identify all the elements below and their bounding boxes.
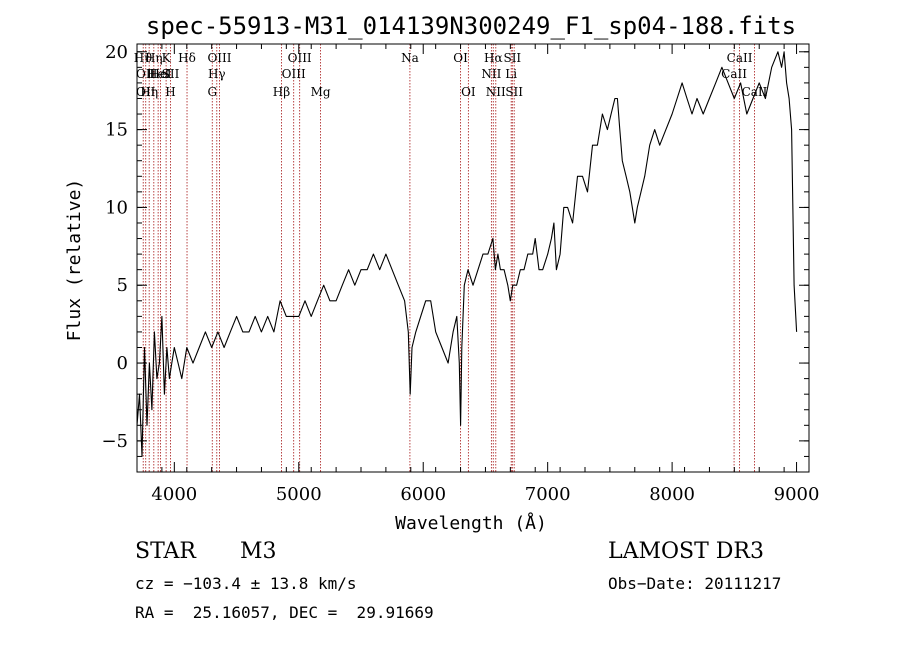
line-label: G	[207, 85, 217, 99]
line-label: OII	[136, 85, 156, 99]
line-label: Hγ	[208, 67, 226, 81]
axis-ticks: 4000 5000 6000 7000 8000 9000 −5 0 5 10 15 20	[101, 42, 819, 505]
line-label: NII	[486, 85, 506, 99]
y-tick-label: 15	[105, 120, 128, 141]
y-tick-label: 0	[117, 353, 128, 374]
x-axis-label: Wavelength (Å)	[395, 512, 547, 534]
emission-line-markers	[142, 44, 755, 472]
object-class: STAR	[135, 539, 196, 564]
line-label: OII	[136, 67, 156, 81]
line-label: HeI	[149, 67, 172, 81]
survey-label: LAMOST DR3	[608, 539, 764, 564]
line-label: OIII	[288, 51, 312, 65]
line-label: HeI	[147, 67, 170, 81]
line-label: SII	[162, 67, 180, 81]
line-label: K	[162, 51, 172, 65]
line-label: SII	[505, 85, 523, 99]
x-tick-label: 4000	[151, 484, 197, 505]
y-tick-label: 20	[105, 42, 128, 63]
spectrum-chart: spec-55913-M31_014139N300249_F1_sp04-188…	[64, 12, 819, 534]
line-label: SII	[503, 51, 521, 65]
x-tick-label: 7000	[525, 484, 571, 505]
line-label: Na	[401, 51, 419, 65]
line-label: Hβ	[273, 85, 290, 99]
line-label: Hη	[140, 85, 158, 99]
coordinates: RA = 25.16057, DEC = 29.91669	[135, 603, 434, 622]
y-axis-label: Flux (relative)	[64, 179, 85, 342]
observation-date: Obs−Date: 20111217	[608, 574, 782, 593]
x-tick-label: 9000	[774, 484, 820, 505]
spectrum-series	[136, 51, 798, 457]
spectrum-line	[136, 51, 798, 457]
object-subclass: M3	[240, 539, 277, 564]
line-label: OI	[453, 51, 468, 65]
line-label: Hη	[145, 51, 163, 65]
x-tick-label: 8000	[649, 484, 695, 505]
x-tick-label: 6000	[400, 484, 446, 505]
chart-title: spec-55913-M31_014139N300249_F1_sp04-188…	[146, 12, 796, 40]
line-label: OIII	[207, 51, 231, 65]
y-tick-label: 5	[117, 275, 128, 296]
y-tick-label: 10	[105, 197, 128, 218]
line-label: OI	[461, 85, 476, 99]
plot-frame	[136, 43, 810, 473]
line-label: OIII	[282, 67, 306, 81]
y-tick-label: −5	[101, 431, 128, 452]
line-label: CaII	[727, 51, 753, 65]
x-tick-label: 5000	[276, 484, 322, 505]
line-label: Hδ	[178, 51, 196, 65]
line-label: Hϑ	[134, 51, 153, 65]
redshift-velocity: cz = −103.4 ± 13.8 km/s	[135, 574, 357, 593]
line-label: CaII	[721, 67, 747, 81]
emission-line-labels: HϑOIIOIIHηHηHeIHeIKSIIHHδGHγOIIIHβOIIIOI…	[134, 51, 768, 99]
line-label: H	[165, 85, 175, 99]
line-label: Li	[505, 67, 517, 81]
line-label: Mg	[311, 85, 331, 99]
line-label: CaII	[742, 85, 768, 99]
line-label: Hα	[484, 51, 503, 65]
line-label: NII	[481, 67, 501, 81]
